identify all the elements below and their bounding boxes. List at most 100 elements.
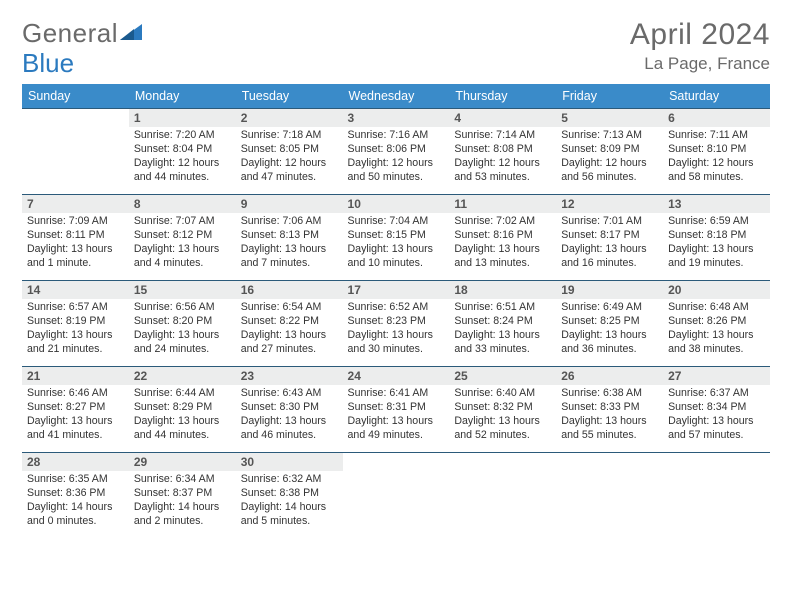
logo: General [22,18,144,49]
sunset-text: Sunset: 8:16 PM [454,229,551,243]
weekday-header: Sunday [22,84,129,109]
day-number: 21 [22,367,129,385]
day-number: 25 [449,367,556,385]
day-data: Sunrise: 7:14 AMSunset: 8:08 PMDaylight:… [449,127,556,189]
logo-text-general: General [22,18,118,49]
weekday-header-row: Sunday Monday Tuesday Wednesday Thursday… [22,84,770,109]
daylight-text: Daylight: 13 hours and 44 minutes. [134,415,231,443]
day-data: Sunrise: 7:06 AMSunset: 8:13 PMDaylight:… [236,213,343,275]
weekday-header: Monday [129,84,236,109]
sunset-text: Sunset: 8:06 PM [348,143,445,157]
calendar-cell: 13Sunrise: 6:59 AMSunset: 8:18 PMDayligh… [663,195,770,281]
day-number: 10 [343,195,450,213]
calendar-cell: 28Sunrise: 6:35 AMSunset: 8:36 PMDayligh… [22,453,129,539]
sunset-text: Sunset: 8:10 PM [668,143,765,157]
daylight-text: Daylight: 13 hours and 52 minutes. [454,415,551,443]
sunset-text: Sunset: 8:18 PM [668,229,765,243]
sunrise-text: Sunrise: 6:44 AM [134,387,231,401]
sunrise-text: Sunrise: 7:01 AM [561,215,658,229]
calendar-cell [556,453,663,539]
daylight-text: Daylight: 13 hours and 41 minutes. [27,415,124,443]
sunrise-text: Sunrise: 6:43 AM [241,387,338,401]
sunrise-text: Sunrise: 7:04 AM [348,215,445,229]
day-data: Sunrise: 6:52 AMSunset: 8:23 PMDaylight:… [343,299,450,361]
day-data: Sunrise: 7:02 AMSunset: 8:16 PMDaylight:… [449,213,556,275]
logo-text-blue: Blue [22,48,74,79]
sunset-text: Sunset: 8:15 PM [348,229,445,243]
calendar-cell: 16Sunrise: 6:54 AMSunset: 8:22 PMDayligh… [236,281,343,367]
day-data: Sunrise: 7:09 AMSunset: 8:11 PMDaylight:… [22,213,129,275]
day-number: 5 [556,109,663,127]
calendar-cell: 20Sunrise: 6:48 AMSunset: 8:26 PMDayligh… [663,281,770,367]
sunset-text: Sunset: 8:09 PM [561,143,658,157]
daylight-text: Daylight: 13 hours and 30 minutes. [348,329,445,357]
day-number: 11 [449,195,556,213]
day-number: 6 [663,109,770,127]
daylight-text: Daylight: 13 hours and 13 minutes. [454,243,551,271]
sunrise-text: Sunrise: 6:49 AM [561,301,658,315]
day-data: Sunrise: 6:34 AMSunset: 8:37 PMDaylight:… [129,471,236,533]
day-data: Sunrise: 6:48 AMSunset: 8:26 PMDaylight:… [663,299,770,361]
day-data: Sunrise: 6:37 AMSunset: 8:34 PMDaylight:… [663,385,770,447]
day-number: 28 [22,453,129,471]
calendar-cell: 12Sunrise: 7:01 AMSunset: 8:17 PMDayligh… [556,195,663,281]
sunrise-text: Sunrise: 7:11 AM [668,129,765,143]
sunset-text: Sunset: 8:04 PM [134,143,231,157]
sunrise-text: Sunrise: 6:48 AM [668,301,765,315]
day-number: 16 [236,281,343,299]
sunrise-text: Sunrise: 6:46 AM [27,387,124,401]
daylight-text: Daylight: 12 hours and 58 minutes. [668,157,765,185]
weekday-header: Thursday [449,84,556,109]
day-data: Sunrise: 7:16 AMSunset: 8:06 PMDaylight:… [343,127,450,189]
sunset-text: Sunset: 8:05 PM [241,143,338,157]
calendar-cell: 17Sunrise: 6:52 AMSunset: 8:23 PMDayligh… [343,281,450,367]
day-data: Sunrise: 6:59 AMSunset: 8:18 PMDaylight:… [663,213,770,275]
sunset-text: Sunset: 8:27 PM [27,401,124,415]
day-number: 27 [663,367,770,385]
day-number: 26 [556,367,663,385]
daylight-text: Daylight: 13 hours and 55 minutes. [561,415,658,443]
sunrise-text: Sunrise: 7:06 AM [241,215,338,229]
daylight-text: Daylight: 14 hours and 2 minutes. [134,501,231,529]
sunset-text: Sunset: 8:36 PM [27,487,124,501]
calendar-cell: 30Sunrise: 6:32 AMSunset: 8:38 PMDayligh… [236,453,343,539]
day-number: 2 [236,109,343,127]
sunrise-text: Sunrise: 7:13 AM [561,129,658,143]
calendar-cell: 10Sunrise: 7:04 AMSunset: 8:15 PMDayligh… [343,195,450,281]
calendar-cell: 26Sunrise: 6:38 AMSunset: 8:33 PMDayligh… [556,367,663,453]
daylight-text: Daylight: 13 hours and 46 minutes. [241,415,338,443]
sunset-text: Sunset: 8:24 PM [454,315,551,329]
day-number: 24 [343,367,450,385]
sunrise-text: Sunrise: 6:32 AM [241,473,338,487]
day-data: Sunrise: 7:20 AMSunset: 8:04 PMDaylight:… [129,127,236,189]
daylight-text: Daylight: 12 hours and 53 minutes. [454,157,551,185]
calendar-cell: 6 Sunrise: 7:11 AMSunset: 8:10 PMDaylight… [663,109,770,195]
sunset-text: Sunset: 8:17 PM [561,229,658,243]
sunset-text: Sunset: 8:29 PM [134,401,231,415]
calendar-row: 28Sunrise: 6:35 AMSunset: 8:36 PMDayligh… [22,453,770,539]
calendar-row: 1Sunrise: 7:20 AMSunset: 8:04 PMDaylight… [22,109,770,195]
daylight-text: Daylight: 13 hours and 27 minutes. [241,329,338,357]
sunrise-text: Sunrise: 6:59 AM [668,215,765,229]
day-data: Sunrise: 7:04 AMSunset: 8:15 PMDaylight:… [343,213,450,275]
sunset-text: Sunset: 8:13 PM [241,229,338,243]
day-data: Sunrise: 7:07 AMSunset: 8:12 PMDaylight:… [129,213,236,275]
day-number: 30 [236,453,343,471]
calendar-cell: 25Sunrise: 6:40 AMSunset: 8:32 PMDayligh… [449,367,556,453]
calendar-cell: 15Sunrise: 6:56 AMSunset: 8:20 PMDayligh… [129,281,236,367]
sunrise-text: Sunrise: 6:51 AM [454,301,551,315]
sunset-text: Sunset: 8:23 PM [348,315,445,329]
calendar-row: 7Sunrise: 7:09 AMSunset: 8:11 PMDaylight… [22,195,770,281]
calendar-table: Sunday Monday Tuesday Wednesday Thursday… [22,84,770,539]
sunrise-text: Sunrise: 6:34 AM [134,473,231,487]
daylight-text: Daylight: 13 hours and 33 minutes. [454,329,551,357]
calendar-cell: 18Sunrise: 6:51 AMSunset: 8:24 PMDayligh… [449,281,556,367]
day-data: Sunrise: 6:54 AMSunset: 8:22 PMDaylight:… [236,299,343,361]
page-title: April 2024 [630,18,770,52]
day-data: Sunrise: 6:32 AMSunset: 8:38 PMDaylight:… [236,471,343,533]
calendar-cell: 14Sunrise: 6:57 AMSunset: 8:19 PMDayligh… [22,281,129,367]
daylight-text: Daylight: 13 hours and 38 minutes. [668,329,765,357]
calendar-cell: 2Sunrise: 7:18 AMSunset: 8:05 PMDaylight… [236,109,343,195]
calendar-cell: 11Sunrise: 7:02 AMSunset: 8:16 PMDayligh… [449,195,556,281]
sunset-text: Sunset: 8:25 PM [561,315,658,329]
